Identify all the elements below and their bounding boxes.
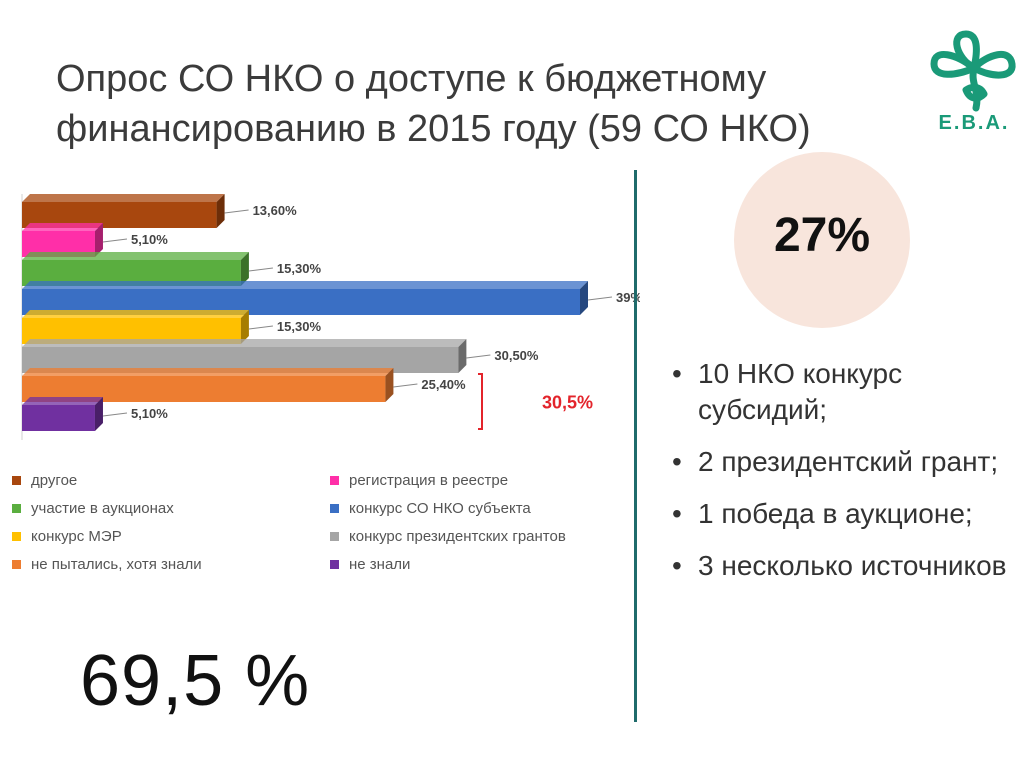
total-percent: 69,5 % xyxy=(80,641,311,721)
legend-label: конкурс президентских грантов xyxy=(349,527,566,545)
bar-top-face xyxy=(22,281,588,289)
bar-top-face xyxy=(22,339,467,347)
data-label: 13,60% xyxy=(253,203,298,218)
bullet-item: 1 победа в аукционе; xyxy=(672,496,1012,532)
bar-side-face xyxy=(458,339,467,373)
bar-side-face xyxy=(240,252,249,286)
bar-side-face xyxy=(580,281,588,315)
legend-item-drugoe: другое xyxy=(12,470,77,490)
legend-label: не знали xyxy=(349,555,411,573)
bracket-annotation-label: 30,5% xyxy=(542,393,593,413)
data-label-leader xyxy=(466,354,491,359)
page-title: Опрос СО НКО о доступе к бюджетному фина… xyxy=(56,54,856,154)
legend-label: конкурс СО НКО субъекта xyxy=(349,499,531,517)
bar-top-face xyxy=(22,310,249,318)
bar-chart: 13,60%5,10%15,30%39%15,30%30,50%25,40%5,… xyxy=(21,194,640,440)
bar-top-face xyxy=(22,252,249,260)
legend-label: конкурс МЭР xyxy=(31,527,122,545)
legend-item-registration: регистрация в реестре xyxy=(330,470,508,490)
data-label: 15,30% xyxy=(277,319,322,334)
legend-label: участие в аукционах xyxy=(31,499,174,517)
data-label-leader xyxy=(248,267,273,272)
bar-top-face xyxy=(22,223,103,231)
bar-side-face xyxy=(94,223,103,257)
highlight-circle: 27% xyxy=(734,152,910,328)
logo-text: E.B.A. xyxy=(938,112,1010,134)
bullet-item: 3 несколько источников xyxy=(672,548,1012,584)
legend-label: регистрация в реестре xyxy=(349,471,509,489)
data-label-leader xyxy=(102,238,128,243)
legend-swatch xyxy=(12,531,21,541)
bar-top-face xyxy=(22,368,394,376)
legend-item-did-not-try: не пытались, хотя знали xyxy=(12,554,202,574)
bullet-item: 10 НКО конкурс субсидий; xyxy=(672,356,1012,428)
data-label-leader xyxy=(393,383,418,388)
bar-7 xyxy=(22,405,95,431)
data-label: 30,50% xyxy=(494,348,539,363)
legend-swatch xyxy=(12,503,21,513)
legend-item-subject-contest: конкурс СО НКО субъекта xyxy=(330,498,531,518)
legend-swatch xyxy=(330,531,339,541)
data-label-leader xyxy=(248,325,273,330)
data-label-leader xyxy=(224,209,249,214)
data-label: 5,10% xyxy=(131,406,168,421)
eba-logo: E.B.A. xyxy=(926,28,1022,138)
title-line-2: финансированию в 2015 году (59 СО НКО) xyxy=(56,108,811,150)
bullet-list: 10 НКО конкурс субсидий; 2 президентский… xyxy=(672,356,1012,600)
bar-side-face xyxy=(240,310,249,344)
vertical-divider xyxy=(634,170,637,722)
data-label: 25,40% xyxy=(421,377,466,392)
circle-percent: 27% xyxy=(773,209,871,262)
legend-label: другое xyxy=(31,471,78,489)
legend-label: не пытались, хотя знали xyxy=(31,555,202,573)
legend-item-mer-contest: конкурс МЭР xyxy=(12,526,122,546)
legend-item-auctions: участие в аукционах xyxy=(12,498,174,518)
bracket-annotation xyxy=(478,373,483,430)
legend-swatch xyxy=(12,475,21,485)
title-line-1: Опрос СО НКО о доступе к бюджетному xyxy=(56,58,767,100)
data-label-leader xyxy=(102,412,128,417)
bar-top-face xyxy=(22,397,103,405)
data-label-leader xyxy=(587,296,613,301)
legend-item-did-not-know: не знали xyxy=(330,554,410,574)
legend-swatch xyxy=(330,559,339,569)
bar-top-face xyxy=(22,194,225,202)
legend-swatch xyxy=(330,503,339,513)
data-label: 5,10% xyxy=(131,232,168,247)
bar-side-face xyxy=(385,368,394,402)
legend-item-presidential-grants: конкурс президентских грантов xyxy=(330,526,566,546)
bar-side-face xyxy=(216,194,225,228)
legend-swatch xyxy=(330,475,339,485)
bar-side-face xyxy=(94,397,103,431)
bullet-item: 2 президентский грант; xyxy=(672,444,1012,480)
clover-icon xyxy=(930,30,1016,112)
data-label: 15,30% xyxy=(277,261,322,276)
legend-swatch xyxy=(12,559,21,569)
